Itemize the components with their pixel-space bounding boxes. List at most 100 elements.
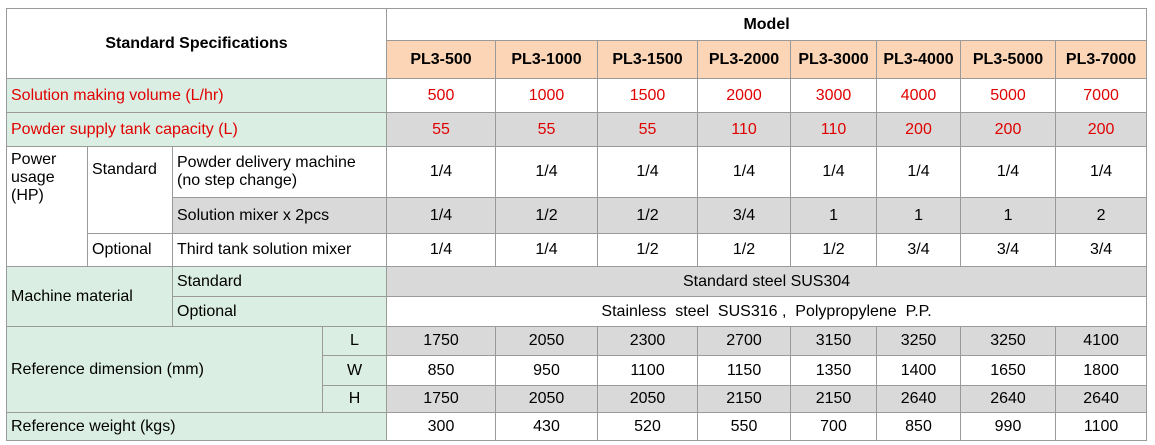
value-cell: PL3-4000 [876,40,962,79]
sub-label: Optional [87,233,173,267]
sub-label: L [321,326,388,356]
value-cell: 1/4 [495,146,599,198]
value-cell: PL3-1500 [597,40,699,79]
value-cell: PL3-5000 [960,40,1057,79]
value-cell: 1/4 [1055,146,1148,198]
row-label: Third tank solution mixer [171,233,388,267]
row: Powder supply tank capacity (L) 55 55 55 110… [5,112,1148,147]
value-cell: 3/4 [1055,233,1148,267]
value-cell: 2 [1055,197,1148,234]
group-header: Model [386,8,1148,41]
row: Solution mixer x 2pcs 1/4 1/2 1/2 3/4 1 1 1 2 [7,197,1148,234]
spec-table: Standard Specifications Model PL3-500 PL3-1… [5,8,1148,441]
value-cell: 1/4 [386,233,497,267]
value-cell: 110 [697,112,792,147]
value-cell: 1/2 [495,197,599,234]
value-cell: 1350 [790,355,878,386]
group-label: Power usage (HP) [6,146,88,267]
sub-label: Standard [171,266,388,297]
value-cell: 1650 [960,355,1057,386]
row: Machine material Standard Standard steel S… [6,266,1148,327]
value-cell: 2640 [1055,385,1148,413]
row: Standard Specifications Model [5,8,1148,79]
value-cell: 2300 [597,326,699,356]
row-label: Solution making volume (L/hr) [5,78,388,113]
row-label: Solution mixer x 2pcs [171,197,388,234]
value-cell: 1/4 [697,146,792,198]
value-cell: 200 [960,112,1057,147]
value-cell: 1750 [386,326,497,356]
value-cell: PL3-3000 [790,40,878,79]
value-cell: 520 [597,412,699,441]
value-cell: 300 [386,412,497,441]
value-cell: 110 [790,112,878,147]
value-cell: 1100 [1055,412,1148,441]
value-cell: 1400 [876,355,962,386]
value-cell: PL3-2000 [697,40,792,79]
value-cell: Stainless steel SUS316 , Polypropylene P… [386,296,1148,327]
row-label: Powder delivery machine (no step change) [171,146,388,198]
value-cell: 2640 [876,385,962,413]
value-cell: 1/4 [960,146,1057,198]
value-cell: 1/2 [597,197,699,234]
value-cell: 2700 [697,326,792,356]
value-cell: 3/4 [697,197,792,234]
value-cell: 3/4 [960,233,1057,267]
value-cell: 1 [876,197,962,234]
value-cell: PL3-7000 [1055,40,1148,79]
row-label: Powder supply tank capacity (L) [5,112,388,147]
value-cell: 1000 [495,78,599,113]
value-cell: 3/4 [876,233,962,267]
value-cell: 3250 [876,326,962,356]
value-cell: 1/2 [697,233,792,267]
row: PL3-500 PL3-1000 PL3-1500 PL3-2000 PL3-3000 P… [7,40,1148,79]
value-cell: 850 [876,412,962,441]
row: Solution making volume (L/hr) 500 1000 1500… [5,78,1148,113]
value-cell: 4000 [876,78,962,113]
row: H 1750 2050 2050 2150 2150 2640 2640 2640 [7,385,1148,413]
value-cell: 200 [1055,112,1148,147]
group-label: Reference dimension (mm) [6,326,323,413]
value-cell: 55 [597,112,699,147]
value-cell: 550 [697,412,792,441]
value-cell: 2050 [597,385,699,413]
row: Reference dimension (mm) L 1750 2050 2300 270… [6,326,1148,413]
value-cell: 1100 [597,355,699,386]
value-cell: 990 [960,412,1057,441]
value-cell: 1/4 [876,146,962,198]
row: Reference weight (kgs) 300 430 520 550 700 850… [5,412,1148,441]
value-cell: 2640 [960,385,1057,413]
value-cell: 850 [386,355,497,386]
value-cell: 1/2 [790,233,878,267]
value-cell: Standard steel SUS304 [386,266,1148,297]
value-cell: 1 [790,197,878,234]
value-cell: 1/4 [495,233,599,267]
value-cell: 3150 [790,326,878,356]
value-cell: 4100 [1055,326,1148,356]
group-label: Machine material [6,266,173,327]
row: Power usage (HP) Standard Powder delivery … [6,146,1148,267]
row: Optional Stainless steel SUS316 , Polypro… [7,296,1148,327]
value-cell: 700 [790,412,878,441]
value-cell: 1/4 [386,146,497,198]
value-cell: 2150 [790,385,878,413]
value-cell: 55 [495,112,599,147]
value-cell: 2050 [495,326,599,356]
value-cell: PL3-1000 [495,40,599,79]
value-cell: 500 [386,78,497,113]
value-cell: 1750 [386,385,497,413]
value-cell: 2000 [697,78,792,113]
value-cell: 2150 [697,385,792,413]
value-cell: 55 [386,112,497,147]
value-cell: 5000 [960,78,1057,113]
row: W 850 950 1100 1150 1350 1400 1650 1800 [7,355,1148,386]
sub-label: W [321,355,388,386]
row: Optional Third tank solution mixer 1/4 1/4 1… [7,233,1148,267]
value-cell: PL3-500 [386,40,497,79]
value-cell: 1/4 [597,146,699,198]
value-cell: 2050 [495,385,599,413]
value-cell: 1800 [1055,355,1148,386]
value-cell: 1 [960,197,1057,234]
value-cell: 200 [876,112,962,147]
value-cell: 3250 [960,326,1057,356]
